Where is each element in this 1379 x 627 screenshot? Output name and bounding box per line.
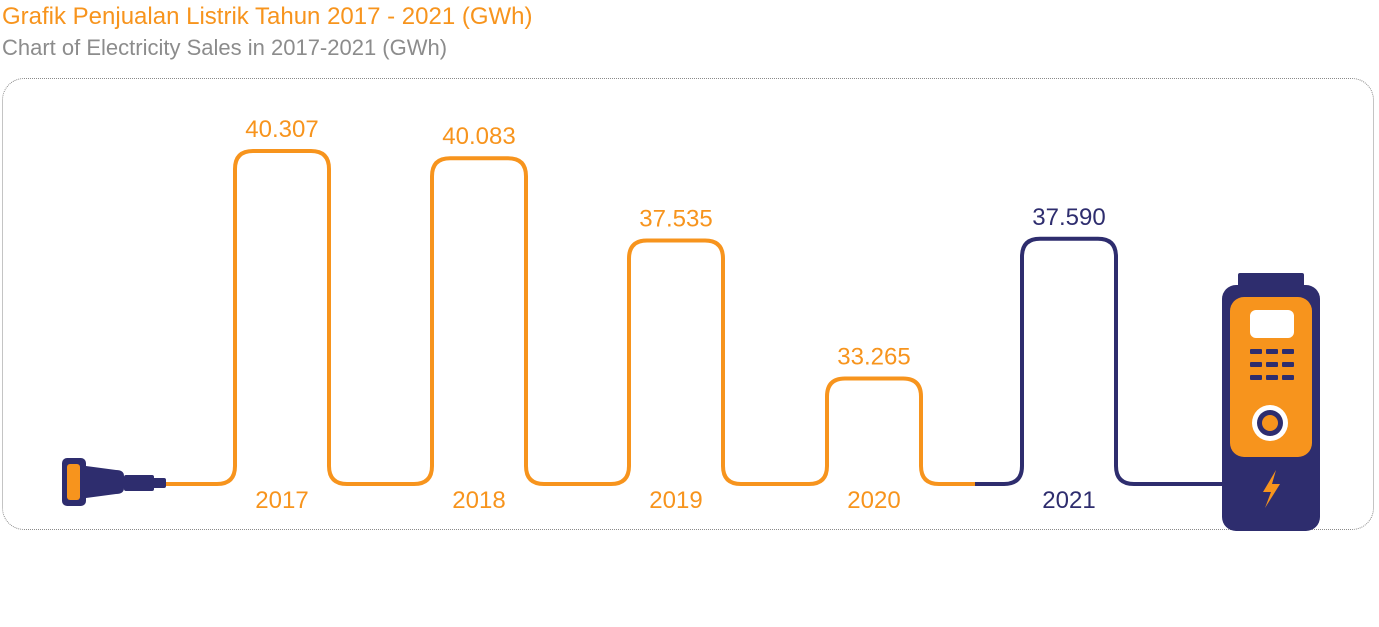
chart-title: Grafik Penjualan Listrik Tahun 2017 - 20… — [2, 3, 533, 30]
cable-orange — [166, 149, 975, 486]
data-label-2020: 33.265 — [837, 344, 910, 371]
x-tick-2020: 2020 — [847, 487, 900, 514]
x-tick-2021: 2021 — [1042, 487, 1095, 514]
x-tick-2017: 2017 — [255, 487, 308, 514]
data-label-2017: 40.307 — [245, 116, 318, 143]
chart-frame — [2, 78, 1374, 530]
cable-bars — [166, 149, 1222, 486]
charging-station-icon — [1222, 273, 1320, 531]
chart-labels: 40.307 2017 40.083 2018 37.535 2019 33.265 2020… — [245, 116, 1105, 514]
bar-2017 — [235, 149, 329, 486]
bar-2018 — [432, 156, 526, 486]
chart-subtitle: Chart of Electricity Sales in 2017-2021 … — [2, 35, 448, 60]
data-label-2018: 40.083 — [442, 123, 515, 150]
data-label-2021: 37.590 — [1032, 204, 1105, 231]
plug-icon — [62, 458, 166, 506]
bar-2020 — [827, 377, 921, 486]
data-label-2019: 37.535 — [639, 206, 712, 233]
bar-2019 — [629, 239, 723, 486]
x-tick-2019: 2019 — [649, 487, 702, 514]
cable-navy — [975, 236, 1222, 486]
bar-2021 — [1022, 237, 1116, 486]
x-tick-2018: 2018 — [452, 487, 505, 514]
lightning-bolt-icon — [1263, 470, 1280, 508]
